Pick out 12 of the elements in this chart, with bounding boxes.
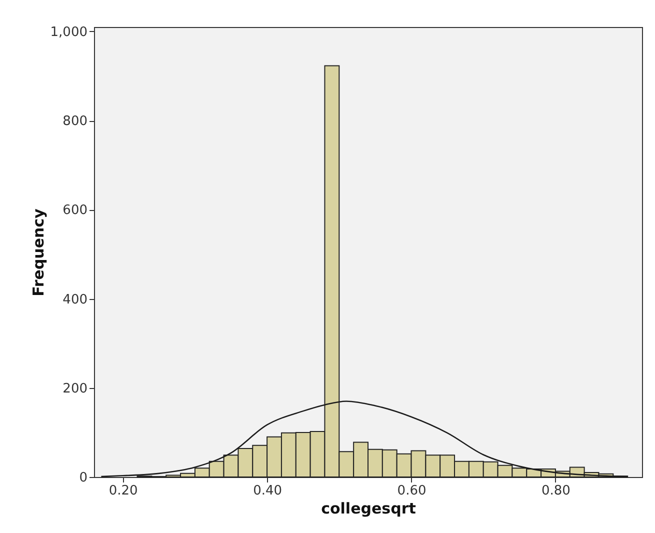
y-tick-label: 200 bbox=[62, 381, 88, 396]
y-tick-label: 1,000 bbox=[50, 24, 88, 40]
y-axis-title: Frequency bbox=[29, 208, 48, 296]
x-tick-label: 0.20 bbox=[108, 484, 138, 498]
y-tick-label: 400 bbox=[62, 292, 88, 308]
x-axis-title: collegesqrt bbox=[321, 500, 416, 518]
y-tick-label: 0 bbox=[79, 470, 88, 486]
x-tick-label: 0.60 bbox=[397, 484, 426, 498]
x-tick-label: 0.80 bbox=[541, 484, 570, 498]
y-tick-label: 600 bbox=[62, 203, 88, 218]
x-tick-label: 0.40 bbox=[253, 484, 282, 498]
y-tick-label: 800 bbox=[62, 114, 88, 130]
